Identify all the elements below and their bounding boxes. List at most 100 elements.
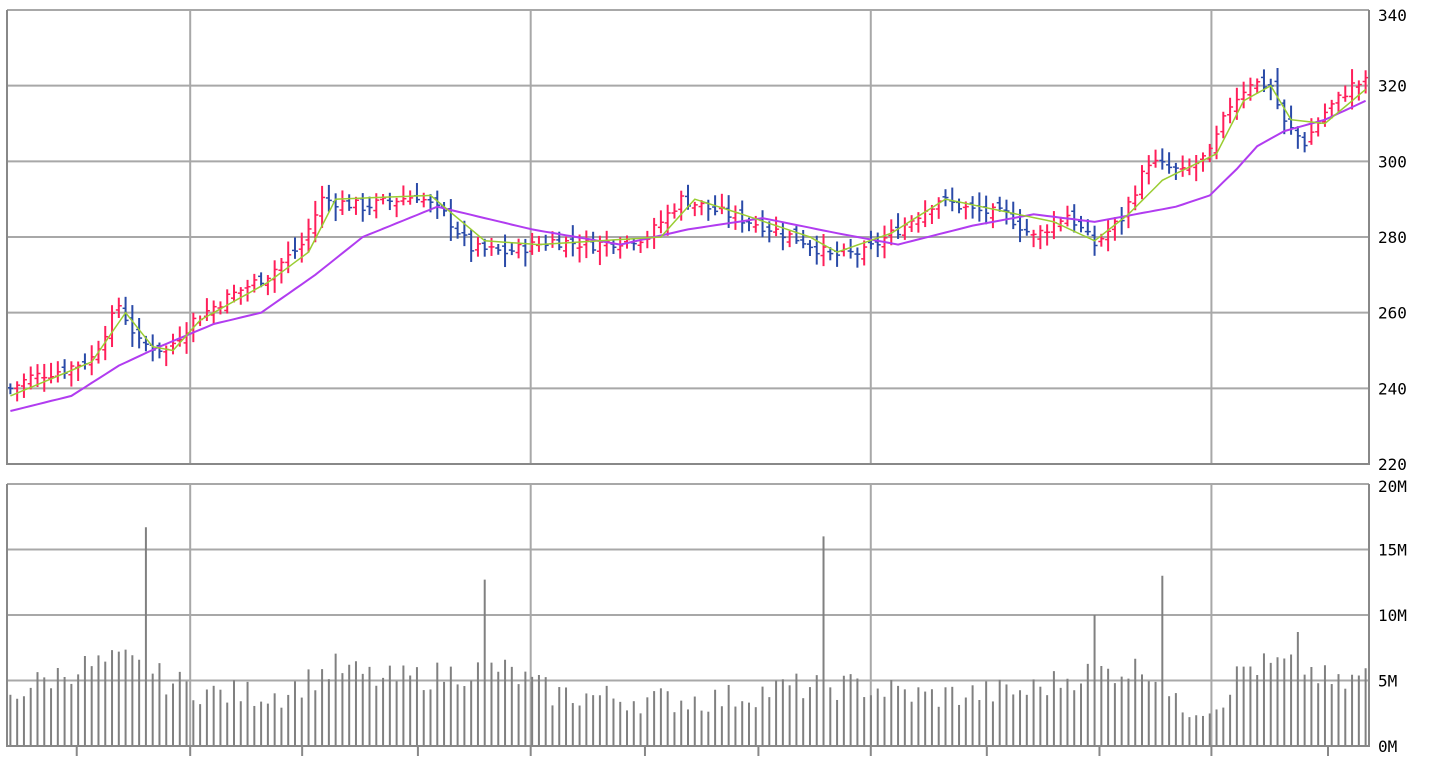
- ohlc-bar-up: [1132, 185, 1139, 211]
- price-panel-frame: [6, 10, 1370, 465]
- ohlc-bar-up: [671, 203, 678, 219]
- ohlc-bar-up: [1179, 155, 1186, 177]
- ohlc-bar-up: [1152, 149, 1159, 168]
- ohlc-bar-up: [352, 196, 359, 215]
- ohlc-bar-up: [1139, 165, 1145, 200]
- ohlc-bar-down: [806, 240, 813, 257]
- ohlc-bar-up: [34, 364, 41, 387]
- ohlc-bar-up: [48, 362, 55, 384]
- ohlc-bar-down: [346, 194, 353, 211]
- ohlc-bar-down: [874, 232, 881, 258]
- ohlc-bar-down: [1023, 218, 1030, 236]
- ohlc-bar-up: [109, 305, 116, 348]
- ohlc-bar-down: [895, 213, 902, 239]
- ohlc-bar-up: [678, 190, 685, 221]
- price-axis-ticks: 340 320 300 280 260 240 220: [1378, 6, 1407, 474]
- volume-tick-label: 5M: [1378, 672, 1397, 691]
- ohlc-bar-down: [1159, 148, 1166, 170]
- ohlc-bar-up: [474, 237, 481, 257]
- ohlc-bar-down: [386, 192, 393, 211]
- ohlc-bar-up: [664, 204, 671, 236]
- volume-tick-label: 15M: [1378, 541, 1407, 560]
- ohlc-bar-down: [766, 221, 773, 243]
- ohlc-bar-up: [224, 289, 231, 314]
- ohlc-bar-up: [820, 233, 827, 267]
- ohlc-bar-down: [502, 234, 509, 268]
- ohlc-bar-down: [996, 196, 1003, 212]
- price-tick-label: 280: [1378, 228, 1407, 247]
- ohlc-bar-down: [847, 238, 854, 259]
- ohlc-bar-down: [495, 243, 502, 255]
- ohlc-bar-up: [1057, 216, 1064, 232]
- ohlc-bar-up: [1254, 78, 1261, 94]
- ohlc-bar-up: [989, 203, 996, 229]
- ohlc-bar-up: [1105, 219, 1112, 252]
- volume-tick-label: 10M: [1378, 606, 1407, 625]
- ohlc-bar-up: [14, 381, 21, 402]
- ohlc-bar-down: [1274, 67, 1281, 110]
- ohlc-bar-down: [942, 189, 949, 207]
- volume-axis-ticks: 20M 15M 10M 5M 0M: [1378, 477, 1407, 756]
- ohlc-bar-up: [41, 363, 48, 392]
- ohlc-bar-up: [1349, 69, 1356, 110]
- ohlc-bar-up: [278, 258, 285, 284]
- ohlc-bar-up: [264, 275, 271, 296]
- volume-panel-frame: [6, 484, 1370, 747]
- price-panel: 340 320 300 280 260 240 220: [6, 6, 1407, 474]
- ohlc-bar-up: [1037, 225, 1044, 250]
- long-moving-average-line: [10, 99, 1367, 412]
- ohlc-bar-up: [861, 240, 868, 266]
- ohlc-bar-up: [115, 297, 122, 318]
- ohlc-bar-down: [739, 200, 746, 233]
- ohlc-bar-down: [1294, 126, 1301, 149]
- ohlc-bar-up: [88, 345, 95, 376]
- x-axis-ticks: [75, 746, 1330, 756]
- ohlc-bar-up: [400, 185, 407, 206]
- ohlc-bar-down: [827, 247, 834, 261]
- price-tick-label: 220: [1378, 455, 1407, 474]
- ohlc-bar-down: [468, 229, 475, 262]
- ohlc-bar-up: [244, 279, 251, 302]
- ohlc-bar-down: [434, 190, 441, 219]
- ohlc-bar-down: [793, 226, 800, 244]
- ohlc-bar-up: [68, 361, 75, 387]
- ohlc-bar-down: [800, 230, 807, 249]
- ohlc-bar-down: [854, 247, 861, 268]
- volume-tick-label: 0M: [1378, 737, 1397, 756]
- short-moving-average-line: [10, 84, 1367, 397]
- ohlc-bar-down: [454, 221, 461, 239]
- ohlc-bar-down: [291, 237, 298, 259]
- ohlc-bar-down: [481, 238, 488, 257]
- price-tick-label: 260: [1378, 304, 1407, 323]
- ohlc-bar-up: [1199, 152, 1206, 172]
- ohlc-bar-up: [1355, 80, 1362, 101]
- ohlc-bar-up: [888, 219, 895, 246]
- ohlc-bar-up: [319, 185, 326, 228]
- ohlc-bar-up: [1220, 111, 1227, 139]
- ohlc-bar-up: [691, 201, 698, 217]
- ohlc-bar-down: [1260, 69, 1267, 93]
- ohlc-bar-down: [461, 220, 468, 247]
- ohlc-bar-up: [20, 373, 27, 398]
- ohlc-bar-up: [962, 201, 969, 220]
- ohlc-bar-up: [657, 210, 664, 234]
- ohlc-bar-down: [366, 196, 373, 216]
- ohlc-bar-up: [563, 236, 570, 258]
- ohlc-bar-up: [393, 197, 400, 218]
- ohlc-bar-up: [312, 200, 319, 243]
- ohlc-bar-down: [258, 272, 265, 288]
- price-tick-label: 240: [1378, 379, 1407, 398]
- ohlc-bar-up: [27, 366, 34, 390]
- ohlc-bar-up: [339, 190, 346, 215]
- ohlc-bar-up: [231, 284, 237, 303]
- ohlc-bar-up: [1335, 91, 1342, 113]
- ohlc-bar-up: [237, 287, 244, 305]
- ohlc-bar-up: [407, 190, 414, 205]
- ohlc-bar-down: [969, 196, 976, 219]
- ohlc-bar-up: [1240, 81, 1247, 109]
- ohlc-bar-down: [1172, 162, 1179, 180]
- volume-bars: [9, 527, 1367, 746]
- ohlc-bar-up: [698, 200, 705, 216]
- ohlc-bar-up: [1342, 85, 1349, 102]
